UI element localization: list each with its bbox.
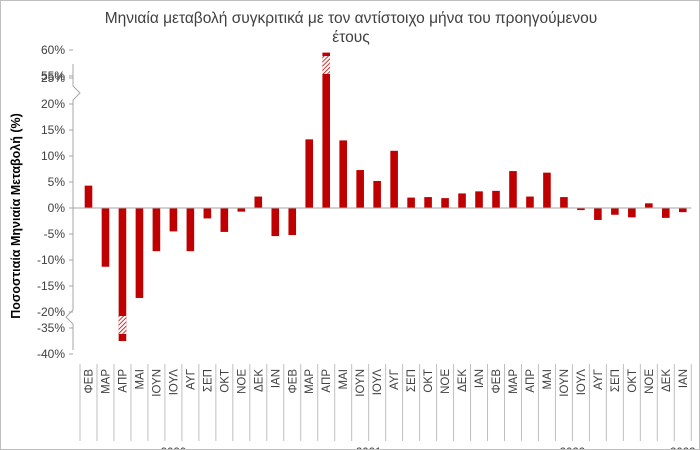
- x-tick-label: ΟΚΤ: [219, 369, 231, 393]
- x-tick-label: ΜΑΡ: [100, 369, 112, 394]
- bar: [305, 139, 314, 208]
- bar: [203, 208, 212, 219]
- bar: [678, 208, 687, 213]
- y-tick-label: 5%: [48, 175, 66, 189]
- bar: [560, 197, 568, 208]
- x-tick-label: ΑΥΓ: [389, 368, 401, 389]
- bar: [662, 208, 670, 218]
- y-axis-title: Ποσοστιαία Μηνιαία Μεταβολή (%): [9, 113, 23, 319]
- y-tick-label: 20%: [41, 97, 65, 111]
- y-tick-label: 15%: [41, 123, 65, 137]
- x-tick-label: ΑΠΡ: [321, 369, 333, 393]
- x-tick-label: ΑΥΓ: [185, 368, 197, 389]
- x-tick-label: ΔΕΚ: [457, 369, 469, 392]
- x-tick-label: ΜΑΙ: [542, 369, 554, 389]
- x-tick-label: ΑΠΡ: [525, 369, 537, 393]
- y-tick-label: 10%: [41, 149, 65, 163]
- bar: [475, 191, 483, 208]
- bar: [628, 208, 636, 218]
- x-tick-label: ΙΑΝ: [678, 369, 690, 388]
- bar: [509, 171, 517, 208]
- bar: [594, 208, 602, 220]
- bar: [390, 150, 398, 208]
- bar: [322, 52, 331, 208]
- x-tick-label: ΔΕΚ: [253, 369, 265, 392]
- bar: [339, 140, 347, 208]
- y-tick-label: -10%: [37, 253, 65, 267]
- bar: [271, 208, 280, 237]
- x-tick-label: ΟΚΤ: [627, 369, 639, 393]
- bar: [645, 203, 653, 208]
- x-tick-label: ΣΕΠ: [202, 369, 214, 392]
- bar: [84, 185, 93, 208]
- bar: [441, 198, 449, 208]
- bar-break: [322, 56, 331, 74]
- x-tick-label: ΝΟΕ: [236, 369, 248, 394]
- x-tick-label: ΙΟΥΛ: [576, 369, 588, 396]
- y-tick-label: -20%: [37, 305, 65, 319]
- y-tick-label: 25%: [41, 71, 65, 85]
- y-axis-break: [72, 85, 81, 101]
- bar: [407, 197, 415, 208]
- y-tick-label: 60%: [41, 43, 65, 57]
- bar: [492, 190, 500, 208]
- x-tick-label: ΣΕΠ: [610, 369, 622, 392]
- x-tick-label: ΜΑΡ: [508, 369, 520, 394]
- x-tick-label: ΙΑΝ: [474, 369, 486, 388]
- bar: [118, 208, 127, 341]
- x-tick-label: ΙΟΥΛ: [168, 369, 180, 396]
- bar: [169, 208, 178, 232]
- bar: [237, 208, 246, 212]
- y-tick-label: -35%: [37, 321, 65, 335]
- x-tick-label: ΜΑΙ: [134, 369, 146, 389]
- bar: [577, 208, 585, 211]
- y-tick-label: -40%: [37, 347, 65, 361]
- bar: [373, 180, 381, 208]
- bar: [254, 196, 263, 208]
- bar: [186, 208, 195, 252]
- bar-break: [118, 316, 127, 334]
- bar: [220, 208, 229, 232]
- x-tick-label: ΙΟΥΝ: [355, 369, 367, 397]
- x-tick-label: ΝΟΕ: [440, 369, 452, 394]
- bar: [135, 208, 144, 298]
- x-tick-label: ΦΕΒ: [491, 369, 503, 394]
- bar: [458, 193, 466, 208]
- x-tick-label: ΟΚΤ: [423, 369, 435, 393]
- x-tick-label: ΣΕΠ: [406, 369, 418, 392]
- y-tick-label: -5%: [44, 227, 66, 241]
- year-label: 2023: [670, 447, 696, 449]
- bar: [543, 172, 551, 208]
- bar: [424, 197, 432, 208]
- x-tick-label: ΙΟΥΝ: [559, 369, 571, 397]
- x-tick-label: ΜΑΡ: [304, 369, 316, 394]
- x-tick-label: ΑΥΓ: [593, 368, 605, 389]
- bar: [152, 208, 161, 252]
- x-tick-label: ΦΕΒ: [287, 369, 299, 394]
- x-tick-label: ΙΟΥΝ: [151, 369, 163, 397]
- y-tick-label: 55%: [41, 69, 65, 83]
- bar: [356, 170, 364, 208]
- bar: [611, 208, 619, 215]
- year-label: 2020: [161, 447, 187, 449]
- year-label: 2022: [560, 447, 586, 449]
- y-tick-label: -15%: [37, 279, 65, 293]
- x-tick-label: ΔΕΚ: [661, 369, 673, 392]
- x-tick-label: ΝΟΕ: [644, 369, 656, 394]
- x-tick-label: ΦΕΒ: [83, 369, 95, 394]
- chart-title: Μηνιαία μεταβολή συγκριτικά με τον αντίσ…: [104, 10, 598, 46]
- bar: [526, 196, 534, 208]
- x-tick-label: ΙΟΥΛ: [372, 369, 384, 396]
- bar: [101, 208, 110, 267]
- x-tick-label: ΜΑΙ: [338, 369, 350, 389]
- y-tick-label: 0%: [48, 201, 66, 215]
- x-tick-label: ΑΠΡ: [117, 369, 129, 393]
- x-tick-label: ΙΑΝ: [270, 369, 282, 388]
- bar: [288, 208, 297, 236]
- year-label: 2021: [356, 447, 382, 449]
